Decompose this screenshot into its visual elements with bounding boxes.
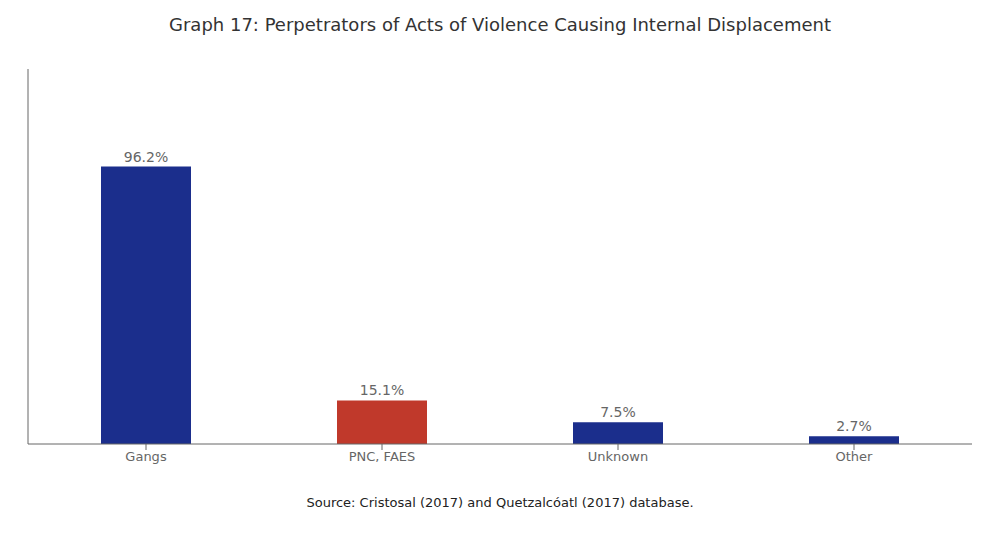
html-text:Graph 17: Perpetrators of Acts: Graph 17: Perpetrators of Acts of Violen… xyxy=(169,14,831,35)
svg-text:15.1%: 15.1% xyxy=(360,382,404,398)
svg-text:Unknown: Unknown xyxy=(588,449,648,464)
svg-text:2.7%: 2.7% xyxy=(836,418,872,434)
html-text:Source: Cristosal (2017) and Q: Source: Cristosal (2017) and Quetzalcóat… xyxy=(306,495,694,510)
svg-text:Gangs: Gangs xyxy=(125,449,167,464)
svg-text:Other: Other xyxy=(836,449,874,464)
svg-text:PNC, FAES: PNC, FAES xyxy=(349,449,416,464)
svg-text:7.5%: 7.5% xyxy=(600,404,636,420)
svg-text:96.2%: 96.2% xyxy=(124,149,168,165)
